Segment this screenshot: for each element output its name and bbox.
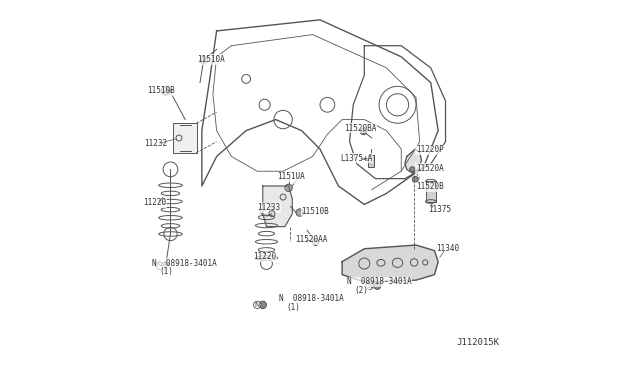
Text: 11220P: 11220P xyxy=(416,145,444,154)
Circle shape xyxy=(162,262,170,269)
Circle shape xyxy=(312,239,319,246)
Polygon shape xyxy=(405,149,422,173)
Text: 11520BA: 11520BA xyxy=(344,124,376,132)
Text: (2): (2) xyxy=(355,286,369,295)
Circle shape xyxy=(259,301,266,309)
Text: 11510B: 11510B xyxy=(147,86,175,95)
Text: (1): (1) xyxy=(159,267,173,276)
Text: N: N xyxy=(255,302,260,308)
Text: N: N xyxy=(367,283,372,289)
Circle shape xyxy=(200,56,207,63)
Text: 11220: 11220 xyxy=(253,252,276,262)
Text: 11233: 11233 xyxy=(257,203,280,212)
Circle shape xyxy=(410,167,415,172)
Text: 11510B: 11510B xyxy=(301,206,330,216)
Bar xyxy=(426,182,436,202)
Circle shape xyxy=(296,209,303,216)
Text: N  08918-3401A: N 08918-3401A xyxy=(278,294,344,303)
Circle shape xyxy=(412,176,418,182)
Text: N  08918-3401A: N 08918-3401A xyxy=(347,278,412,286)
Text: N  08918-3401A: N 08918-3401A xyxy=(152,259,217,268)
Circle shape xyxy=(161,86,170,95)
Text: L1375+A: L1375+A xyxy=(340,154,372,163)
Bar xyxy=(367,155,374,167)
Text: 11375: 11375 xyxy=(428,205,451,215)
Text: N: N xyxy=(157,262,162,268)
Bar xyxy=(173,123,197,153)
Text: J112015K: J112015K xyxy=(456,339,500,347)
Text: 1151UA: 1151UA xyxy=(278,172,305,181)
Text: 11510A: 11510A xyxy=(197,55,225,64)
Text: 11232: 11232 xyxy=(145,139,168,148)
Polygon shape xyxy=(342,245,438,282)
Text: 11520AA: 11520AA xyxy=(295,235,327,244)
Text: 11220: 11220 xyxy=(143,198,166,207)
Polygon shape xyxy=(263,186,292,227)
Circle shape xyxy=(285,184,292,192)
Text: 11340: 11340 xyxy=(436,244,460,253)
Text: 11520B: 11520B xyxy=(416,182,444,191)
Text: (1): (1) xyxy=(286,302,300,312)
Circle shape xyxy=(374,282,381,289)
Circle shape xyxy=(360,128,367,135)
Text: 11520A: 11520A xyxy=(416,164,444,173)
